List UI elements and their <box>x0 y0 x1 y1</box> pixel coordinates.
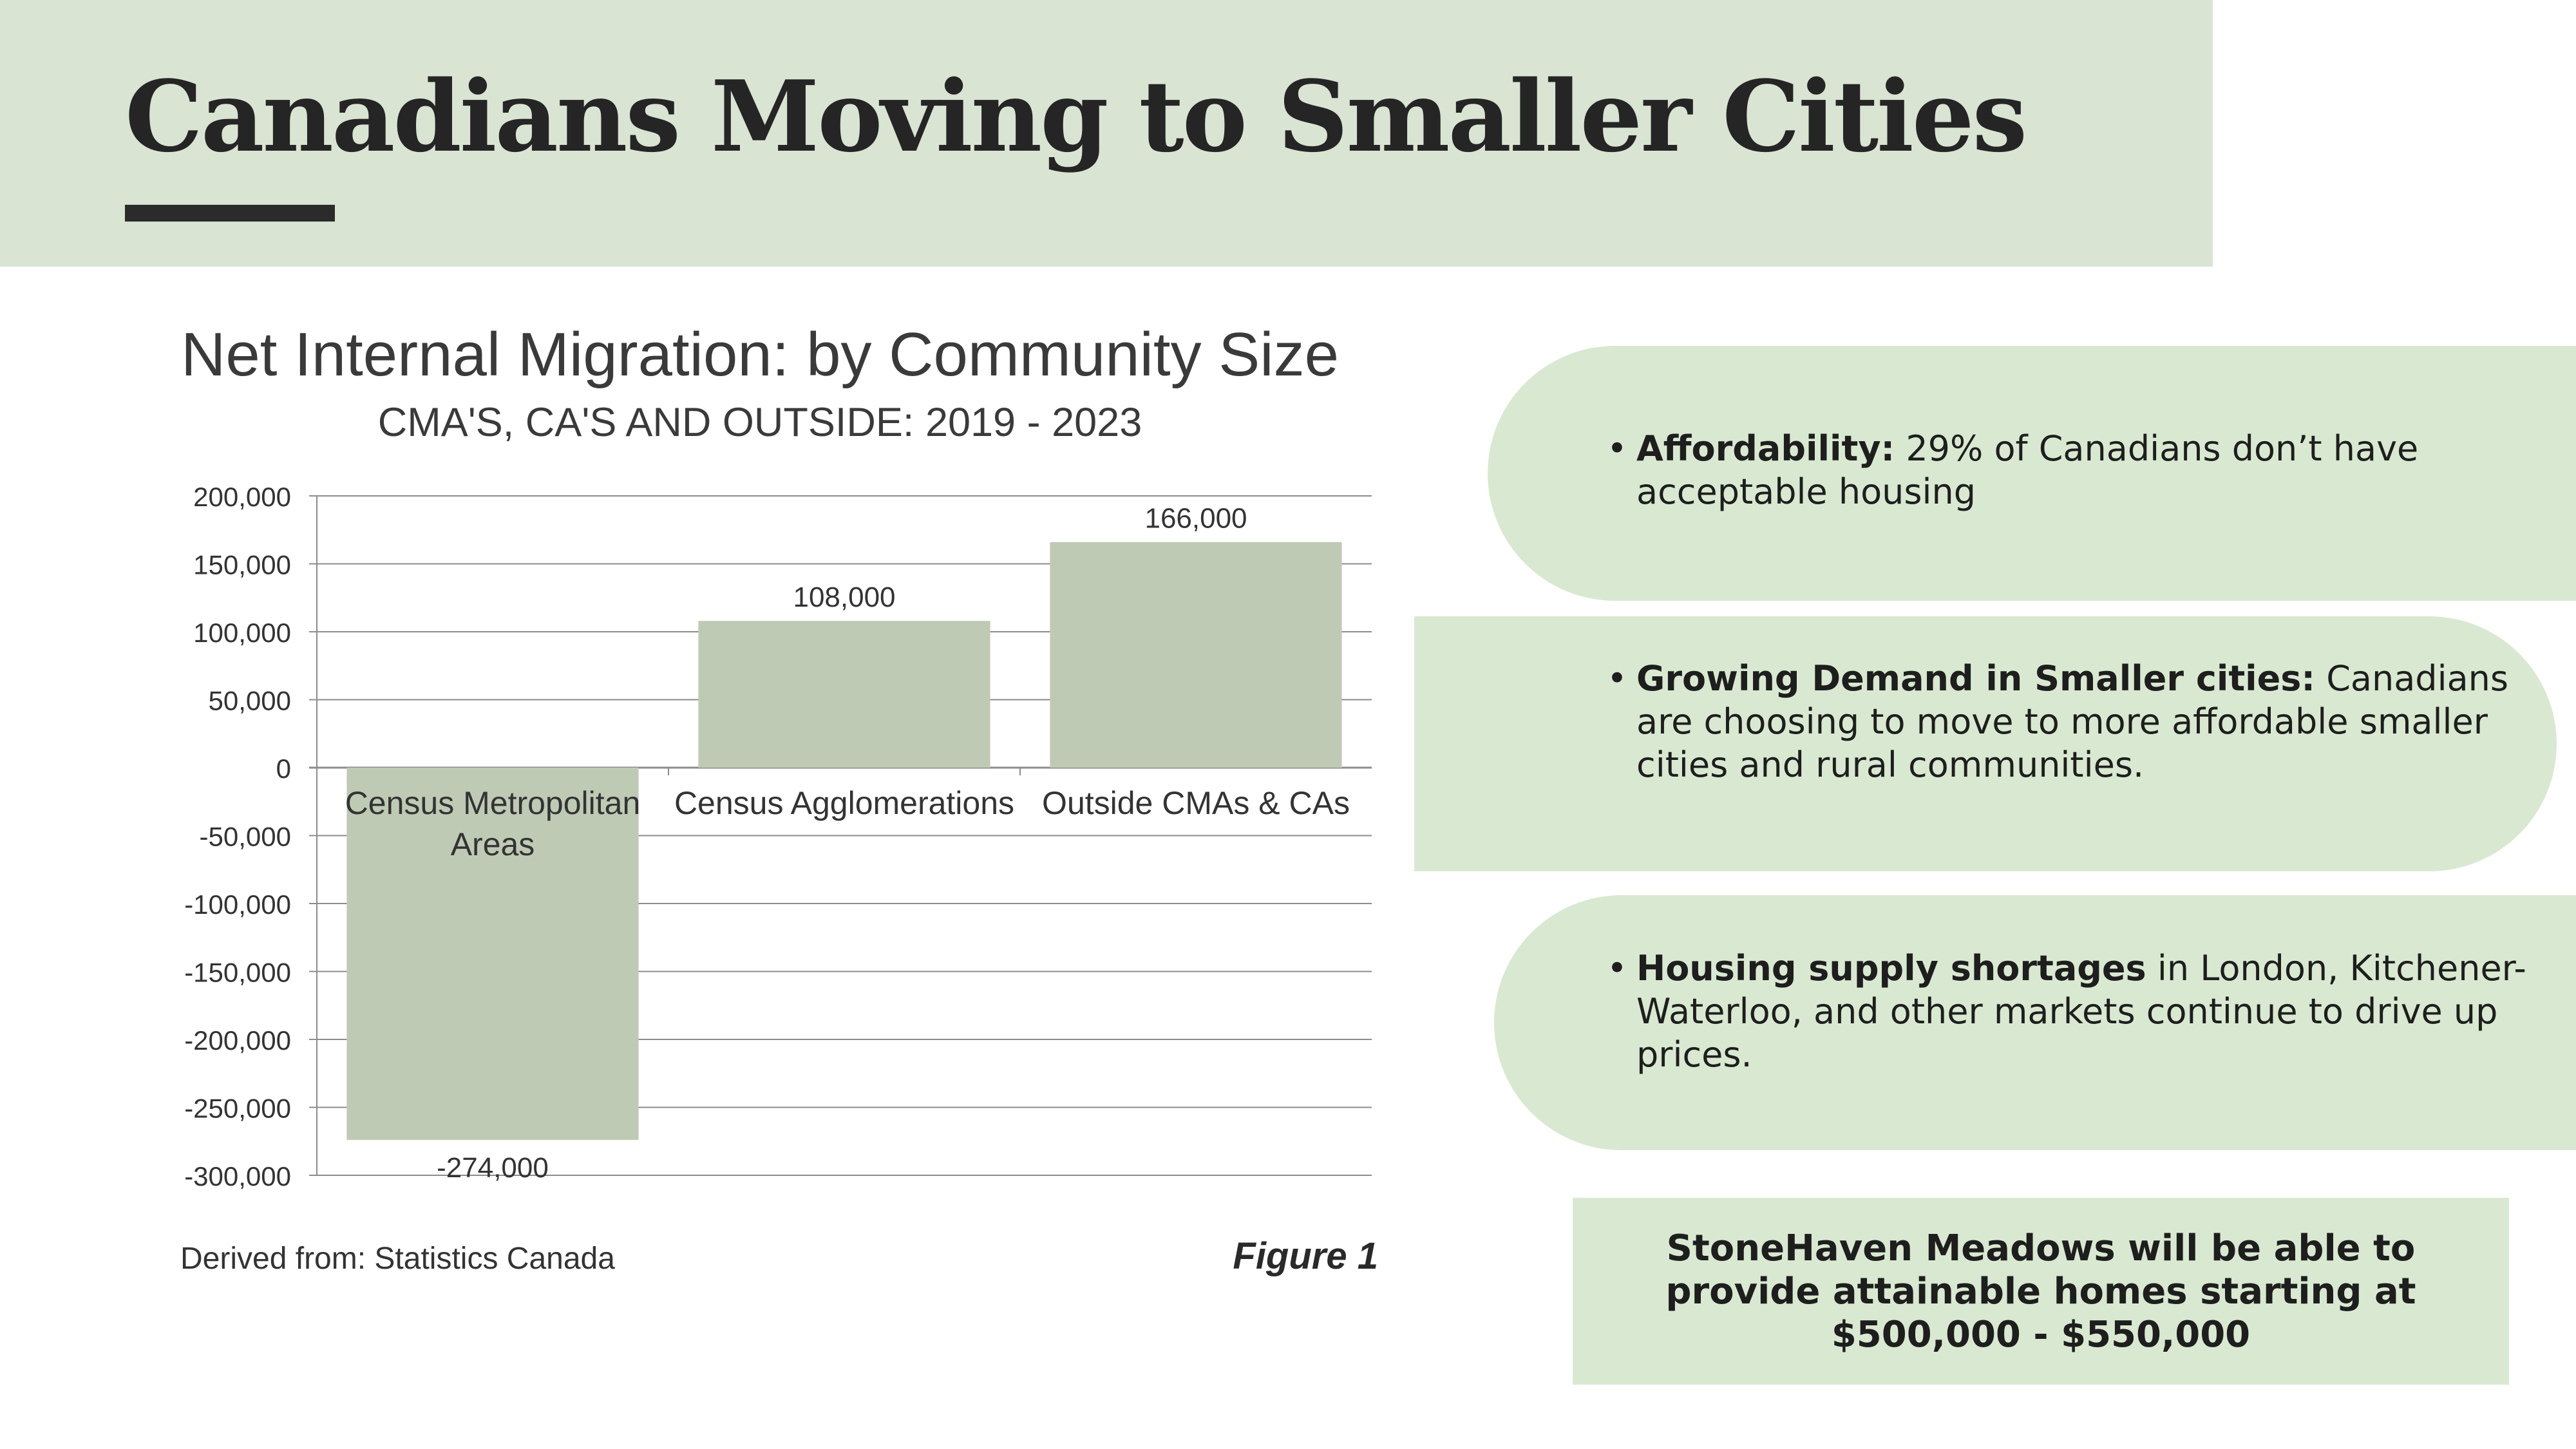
bullet-growing-demand-heading: Growing Demand in Smaller cities: <box>1636 658 2316 699</box>
y-tick-label: 200,000 <box>193 482 291 512</box>
bullet-housing-supply-text: in London, Kitchener-Waterloo, and other… <box>1636 948 2526 1075</box>
y-tick-label: -200,000 <box>184 1025 291 1056</box>
bars <box>346 542 1342 1141</box>
bar <box>346 768 639 1141</box>
bullet-growing-demand-text: Canadians are choosing to move to more a… <box>1636 658 2509 785</box>
bar <box>698 621 990 768</box>
data-label: 166,000 <box>1144 503 1247 535</box>
figure-label: Figure 1 <box>1233 1235 1378 1277</box>
bullet-housing-supply: Housing supply shortages in London, Kitc… <box>1607 947 2551 1076</box>
chart-title: Net Internal Migration: by Community Siz… <box>181 320 1339 389</box>
y-tick-label: -100,000 <box>184 889 291 920</box>
data-label: -274,000 <box>437 1152 549 1184</box>
y-tick-label: 0 <box>276 753 291 784</box>
stonehaven-callout-text: StoneHaven Meadows will be able to provi… <box>1665 1227 2416 1356</box>
y-tick-label: 150,000 <box>193 550 291 580</box>
bullet-housing-supply-heading: Housing supply shortages <box>1636 948 2146 989</box>
data-label: 108,000 <box>793 582 895 613</box>
bar <box>1050 542 1342 768</box>
migration-chart: Net Internal Migration: by Community Siz… <box>142 319 1417 1298</box>
y-tick-label: 100,000 <box>193 618 291 648</box>
category-label: Outside CMAs & CAs <box>1042 785 1350 821</box>
chart-subtitle: CMA'S, CA'S AND OUTSIDE: 2019 - 2023 <box>378 400 1142 445</box>
chart-canvas: Net Internal Migration: by Community Siz… <box>180 320 1378 1277</box>
y-tick-label: -50,000 <box>200 822 291 852</box>
y-tick-label: -150,000 <box>184 958 291 988</box>
title-underline <box>125 205 335 222</box>
y-tick-label: -300,000 <box>184 1161 291 1191</box>
bullet-affordability-heading: Affordability: <box>1636 428 1895 469</box>
page-title: Canadians Moving to Smaller Cities <box>125 59 2027 174</box>
chart-source-note: Derived from: Statistics Canada <box>180 1242 615 1276</box>
category-label: Census Agglomerations <box>674 785 1014 821</box>
bullet-affordability-text: 29% of Canadians don’t have acceptable h… <box>1636 428 2419 512</box>
title-band <box>0 0 2213 267</box>
stonehaven-callout: StoneHaven Meadows will be able to provi… <box>1573 1198 2509 1385</box>
y-tick-label: -250,000 <box>184 1094 291 1124</box>
y-tick-label: 50,000 <box>209 686 291 716</box>
chart-labels: 200,000 150,000 100,000 50,000 0 -50,000 -100,… <box>184 482 1350 1191</box>
category-label: Census Metropolitan Areas <box>345 785 641 862</box>
bullet-growing-demand: Growing Demand in Smaller cities: Canadi… <box>1607 657 2538 786</box>
bullet-affordability: Affordability: 29% of Canadians don’t ha… <box>1607 427 2551 513</box>
